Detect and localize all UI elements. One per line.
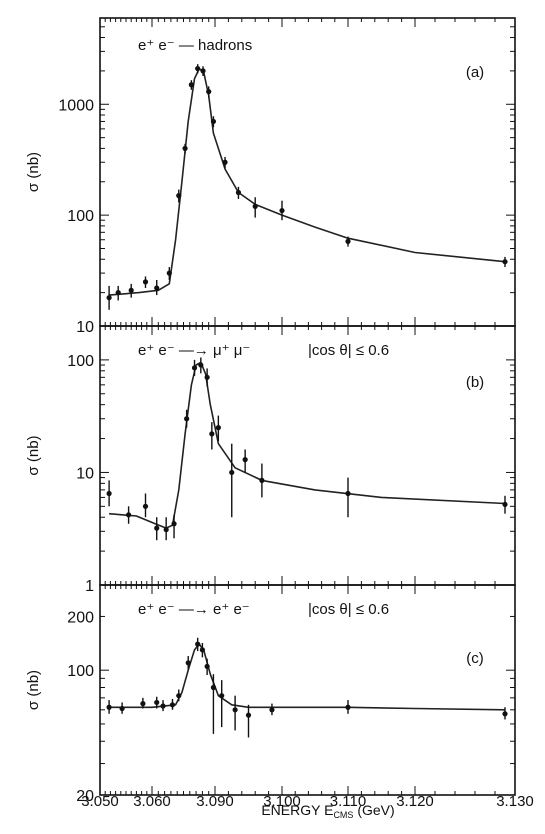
y-tick-label: 200	[67, 609, 94, 626]
data-point	[229, 469, 235, 476]
data-point	[169, 702, 176, 708]
panel-1: 10 100 1000 σ (nb) e⁺ e⁻ — hadrons (a)	[25, 17, 516, 336]
data-point	[119, 705, 125, 712]
panel-label: (b)	[466, 374, 484, 391]
data-point	[204, 663, 210, 670]
data-point	[345, 490, 351, 497]
data-point	[106, 295, 112, 301]
panel-label: (a)	[466, 64, 484, 81]
data-point	[140, 700, 146, 707]
data-point	[204, 374, 210, 380]
x-axis-title-sub: CMS	[333, 810, 353, 820]
data-point	[163, 527, 169, 533]
data-point	[259, 477, 265, 483]
data-point	[200, 68, 206, 74]
panels: 10 100 1000 σ (nb) e⁺ e⁻ — hadrons (a) 1 10 100 σ…	[25, 17, 516, 805]
data-point	[115, 290, 121, 296]
y-tick-label: 10	[76, 465, 94, 482]
data-point	[215, 425, 221, 431]
fit-curve	[109, 67, 506, 296]
data-point	[502, 259, 508, 265]
x-axis-title-main: ENERGY E	[261, 802, 333, 818]
data-point	[195, 65, 201, 72]
data-point	[206, 89, 212, 95]
y-tick-label: 100	[67, 663, 94, 680]
x-tick-label: 3.120	[396, 793, 434, 810]
data-point	[232, 707, 238, 713]
data-point	[235, 189, 242, 196]
data-point	[160, 703, 166, 709]
data-point	[176, 693, 182, 699]
data-point	[210, 684, 217, 691]
cut-label: |cos θ| ≤ 0.6	[308, 601, 389, 618]
data-point	[154, 699, 160, 706]
panel-frame	[99, 584, 516, 796]
cut-label: |cos θ| ≤ 0.6	[308, 342, 389, 359]
data-point	[502, 711, 508, 717]
fit-curve	[109, 361, 506, 529]
reaction-label: e⁺ e⁻ —→ e⁺ e⁻	[138, 601, 250, 618]
y-axis-label: σ (nb)	[25, 670, 42, 710]
data-point	[154, 525, 160, 531]
data-point	[279, 207, 285, 214]
y-axis-label: σ (nb)	[25, 435, 42, 475]
data-point	[242, 457, 248, 463]
panel-2: 1 10 100 σ (nb) e⁺ e⁻ —→ μ⁺ μ⁻ |cos θ| ≤ 0.6 (…	[25, 325, 516, 595]
x-tick-label: 3.090	[196, 793, 234, 810]
x-tick-label: 3.060	[133, 793, 171, 810]
x-axis-title-unit: (GeV)	[353, 802, 394, 818]
data-point	[166, 270, 172, 276]
reaction-label: e⁺ e⁻ — hadrons	[138, 37, 252, 54]
data-point	[184, 416, 190, 422]
data-point	[154, 285, 160, 291]
panel-label: (c)	[466, 650, 484, 667]
y-tick-label: 1000	[58, 97, 94, 114]
panel-3: 20 100 200 σ (nb) e⁺ e⁻ —→ e⁺ e⁻ |cos θ| ≤ 0.…	[25, 584, 516, 805]
data-point	[269, 707, 275, 713]
data-point	[345, 704, 351, 710]
data-point	[142, 503, 149, 509]
y-tick-label: 1	[85, 578, 94, 595]
x-axis-labels: 3.050 3.060 3.090 3.100 3.110 3.120 3.130	[81, 793, 534, 810]
data-point	[209, 431, 215, 437]
x-tick-label: 3.100	[263, 793, 301, 810]
data-point	[171, 521, 177, 527]
data-point	[185, 660, 191, 666]
x-axis-title: ENERGY ECMS (GeV)	[261, 802, 394, 820]
data-point	[126, 512, 132, 518]
data-point	[142, 279, 149, 285]
data-point	[128, 287, 134, 293]
reaction-label: e⁺ e⁻ —→ μ⁺ μ⁻	[138, 342, 250, 359]
y-axis-label: σ (nb)	[25, 152, 42, 192]
data-point	[252, 203, 258, 209]
data-point	[222, 159, 228, 165]
data-point	[345, 238, 351, 244]
data-point	[198, 362, 204, 368]
data-point	[210, 118, 217, 125]
data-point	[245, 712, 252, 718]
data-point	[219, 693, 225, 699]
panel-frame	[99, 17, 516, 327]
data-point	[106, 490, 112, 497]
fit-curve	[109, 643, 506, 711]
data-point	[502, 501, 508, 508]
data-point	[106, 704, 112, 710]
data-point	[182, 145, 188, 151]
data-point	[199, 647, 205, 653]
data-point	[176, 193, 182, 199]
x-tick-label: 3.050	[81, 793, 119, 810]
y-tick-label: 100	[67, 353, 94, 370]
panel-frame	[99, 325, 516, 586]
data-point	[188, 82, 194, 88]
y-tick-label: 20	[76, 788, 94, 805]
data-point	[195, 641, 201, 647]
x-tick-label: 3.110	[330, 793, 366, 810]
y-tick-label: 100	[67, 208, 94, 225]
y-tick-label: 10	[76, 319, 94, 336]
data-point	[191, 365, 198, 371]
x-tick-label: 3.130	[496, 793, 534, 810]
